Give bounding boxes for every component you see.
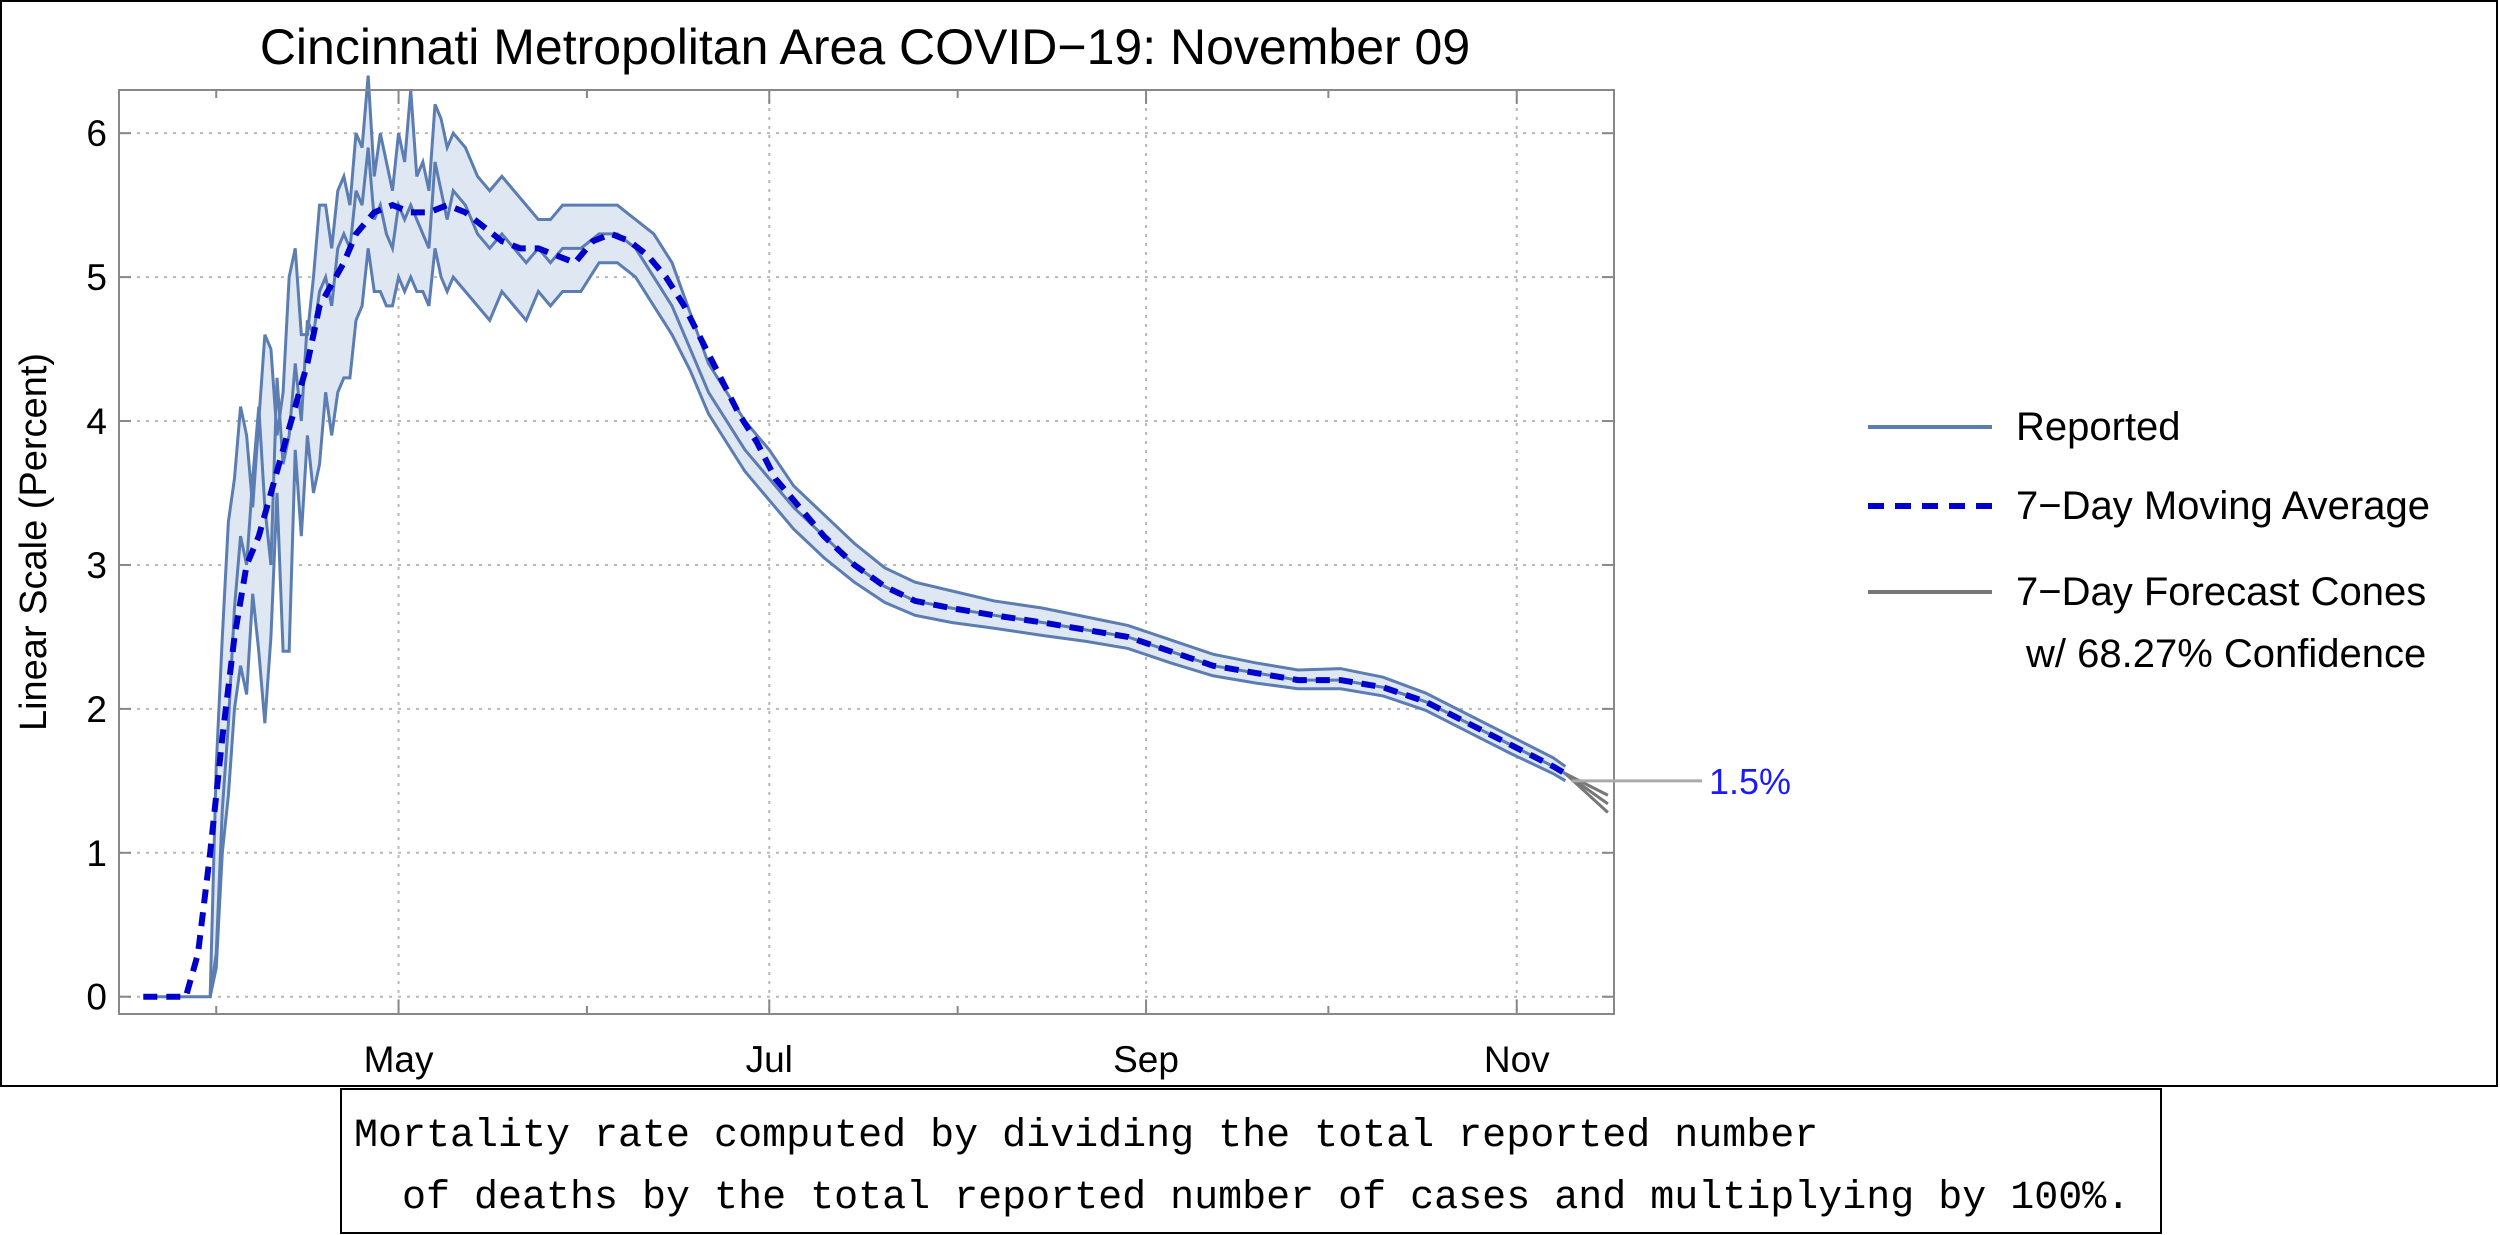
forecast-callout: 1.5% bbox=[1571, 761, 1791, 802]
legend-label-forecast: 7−Day Forecast Cones bbox=[2016, 570, 2426, 614]
legend-label-forecast-confidence: w/ 68.27% Confidence bbox=[2025, 632, 2426, 676]
y-tick-label: 0 bbox=[86, 977, 107, 1018]
legend: Reported 7−Day Moving Average 7−Day Fore… bbox=[1868, 405, 2430, 676]
y-tick-label: 3 bbox=[86, 545, 107, 586]
footnote-line-2: of deaths by the total reported number o… bbox=[354, 1176, 2131, 1221]
y-axis-label: Linear Scale (Percent) bbox=[13, 353, 55, 731]
series-moving-average-line bbox=[143, 201, 1567, 1000]
x-tick-label: Jul bbox=[746, 1039, 793, 1080]
axis-ticks: 0 1 2 3 4 5 6 May Jul Sep Nov bbox=[86, 90, 1614, 1080]
x-tick-label: May bbox=[364, 1039, 434, 1080]
band-upper-line bbox=[208, 75, 1567, 997]
x-tick-label: Sep bbox=[1113, 1039, 1179, 1080]
y-tick-label: 5 bbox=[86, 257, 107, 298]
callout-value-label: 1.5% bbox=[1709, 761, 1791, 802]
x-tick-label: Nov bbox=[1484, 1039, 1550, 1080]
confidence-band bbox=[208, 75, 1567, 998]
series-lines bbox=[143, 147, 1567, 1000]
legend-label-reported: Reported bbox=[2016, 405, 2181, 449]
band-lower-line bbox=[208, 248, 1567, 998]
mortality-chart: Cincinnati Metropolitan Area COVID−19: N… bbox=[13, 19, 2430, 1080]
footnote-box: Mortality rate computed by dividing the … bbox=[340, 1088, 2162, 1234]
footnote-line-1: Mortality rate computed by dividing the … bbox=[354, 1114, 1819, 1159]
y-tick-label: 1 bbox=[86, 833, 107, 874]
legend-label-moving-average: 7−Day Moving Average bbox=[2016, 484, 2430, 528]
plot-area-border bbox=[118, 89, 1615, 1015]
chart-title: Cincinnati Metropolitan Area COVID−19: N… bbox=[260, 19, 1470, 75]
y-tick-label: 6 bbox=[86, 113, 107, 154]
y-tick-label: 4 bbox=[86, 401, 107, 442]
y-tick-label: 2 bbox=[86, 689, 107, 730]
chart-frame: Cincinnati Metropolitan Area COVID−19: N… bbox=[0, 0, 2498, 1087]
